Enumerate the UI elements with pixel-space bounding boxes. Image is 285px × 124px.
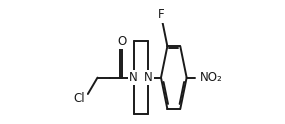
Text: N: N (144, 71, 152, 84)
Text: N: N (129, 71, 138, 84)
Text: Cl: Cl (74, 92, 86, 105)
Text: O: O (117, 35, 126, 48)
Text: F: F (158, 8, 164, 21)
Text: NO₂: NO₂ (200, 71, 222, 84)
